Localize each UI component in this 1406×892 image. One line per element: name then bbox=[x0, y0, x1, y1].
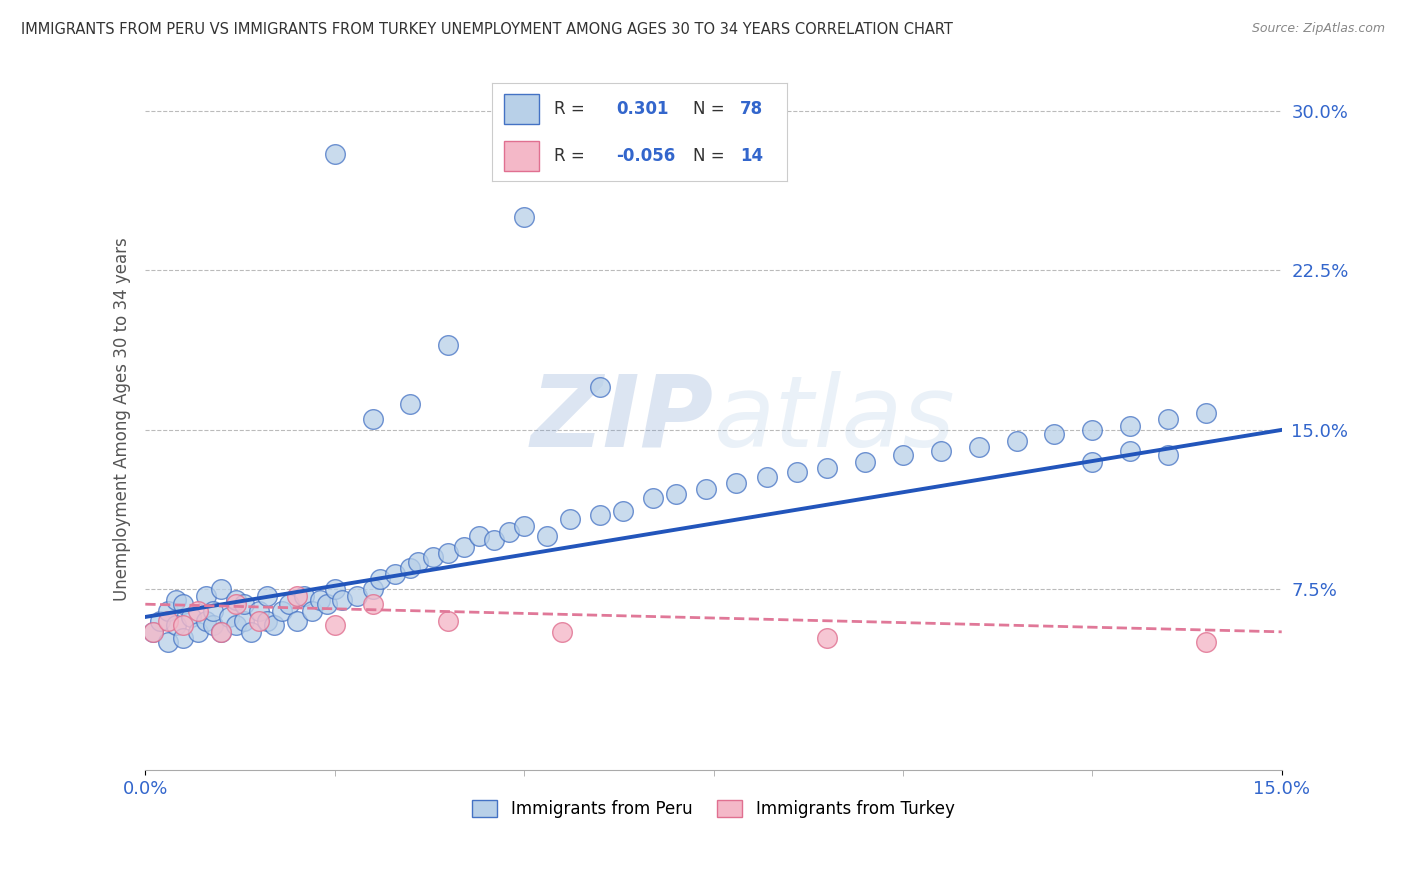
Point bbox=[725, 476, 748, 491]
Point bbox=[399, 561, 422, 575]
Point bbox=[665, 486, 688, 500]
Point bbox=[157, 635, 180, 649]
Point bbox=[247, 603, 270, 617]
Point bbox=[1195, 406, 1218, 420]
Point bbox=[929, 444, 952, 458]
Point bbox=[142, 624, 165, 639]
Point bbox=[422, 550, 444, 565]
Point bbox=[232, 614, 254, 628]
Point bbox=[589, 508, 612, 522]
Point bbox=[256, 614, 278, 628]
Point bbox=[437, 338, 460, 352]
Point bbox=[172, 631, 194, 645]
Point bbox=[294, 589, 316, 603]
Point bbox=[225, 618, 247, 632]
Point bbox=[853, 455, 876, 469]
Point bbox=[308, 593, 330, 607]
Point bbox=[513, 518, 536, 533]
Point bbox=[194, 589, 217, 603]
Point bbox=[1043, 427, 1066, 442]
Point bbox=[316, 597, 339, 611]
Point bbox=[225, 597, 247, 611]
Point bbox=[187, 624, 209, 639]
Point bbox=[361, 582, 384, 597]
Point bbox=[232, 597, 254, 611]
Point bbox=[1081, 423, 1104, 437]
Point bbox=[209, 582, 232, 597]
Point bbox=[202, 603, 225, 617]
Point bbox=[323, 618, 346, 632]
Point bbox=[786, 466, 808, 480]
Text: atlas: atlas bbox=[713, 371, 955, 467]
Point bbox=[157, 603, 180, 617]
Point bbox=[247, 614, 270, 628]
Point bbox=[536, 529, 558, 543]
Point bbox=[323, 146, 346, 161]
Point bbox=[1005, 434, 1028, 448]
Point bbox=[482, 533, 505, 548]
Point bbox=[209, 624, 232, 639]
Point bbox=[695, 483, 717, 497]
Point bbox=[301, 603, 323, 617]
Point bbox=[202, 618, 225, 632]
Point bbox=[755, 469, 778, 483]
Point bbox=[256, 589, 278, 603]
Point bbox=[263, 618, 285, 632]
Point bbox=[891, 449, 914, 463]
Point bbox=[194, 614, 217, 628]
Point bbox=[285, 589, 308, 603]
Point bbox=[180, 610, 202, 624]
Point bbox=[1119, 444, 1142, 458]
Point bbox=[437, 614, 460, 628]
Point bbox=[330, 593, 353, 607]
Point bbox=[172, 618, 194, 632]
Point bbox=[1157, 412, 1180, 426]
Point bbox=[270, 603, 292, 617]
Point bbox=[551, 624, 574, 639]
Point bbox=[165, 618, 187, 632]
Text: ZIP: ZIP bbox=[530, 371, 713, 467]
Point bbox=[498, 524, 520, 539]
Point bbox=[513, 211, 536, 225]
Y-axis label: Unemployment Among Ages 30 to 34 years: Unemployment Among Ages 30 to 34 years bbox=[114, 237, 131, 601]
Point bbox=[323, 582, 346, 597]
Point bbox=[346, 589, 368, 603]
Point bbox=[149, 614, 172, 628]
Point bbox=[209, 624, 232, 639]
Point bbox=[453, 540, 475, 554]
Point bbox=[815, 461, 838, 475]
Legend: Immigrants from Peru, Immigrants from Turkey: Immigrants from Peru, Immigrants from Tu… bbox=[465, 793, 962, 825]
Point bbox=[406, 555, 429, 569]
Point bbox=[218, 610, 240, 624]
Point bbox=[558, 512, 581, 526]
Point bbox=[368, 572, 391, 586]
Point bbox=[157, 614, 180, 628]
Point bbox=[285, 614, 308, 628]
Point bbox=[240, 624, 263, 639]
Point bbox=[815, 631, 838, 645]
Point bbox=[165, 593, 187, 607]
Point bbox=[399, 397, 422, 411]
Point bbox=[278, 597, 301, 611]
Point bbox=[384, 567, 406, 582]
Point bbox=[437, 546, 460, 560]
Point bbox=[172, 597, 194, 611]
Point bbox=[467, 529, 489, 543]
Point bbox=[589, 380, 612, 394]
Point bbox=[142, 624, 165, 639]
Point bbox=[967, 440, 990, 454]
Point bbox=[1119, 418, 1142, 433]
Point bbox=[361, 412, 384, 426]
Point bbox=[641, 491, 664, 505]
Point bbox=[1157, 449, 1180, 463]
Point bbox=[1195, 635, 1218, 649]
Point bbox=[187, 603, 209, 617]
Point bbox=[612, 503, 634, 517]
Point bbox=[225, 593, 247, 607]
Point bbox=[1081, 455, 1104, 469]
Text: IMMIGRANTS FROM PERU VS IMMIGRANTS FROM TURKEY UNEMPLOYMENT AMONG AGES 30 TO 34 : IMMIGRANTS FROM PERU VS IMMIGRANTS FROM … bbox=[21, 22, 953, 37]
Point bbox=[361, 597, 384, 611]
Text: Source: ZipAtlas.com: Source: ZipAtlas.com bbox=[1251, 22, 1385, 36]
